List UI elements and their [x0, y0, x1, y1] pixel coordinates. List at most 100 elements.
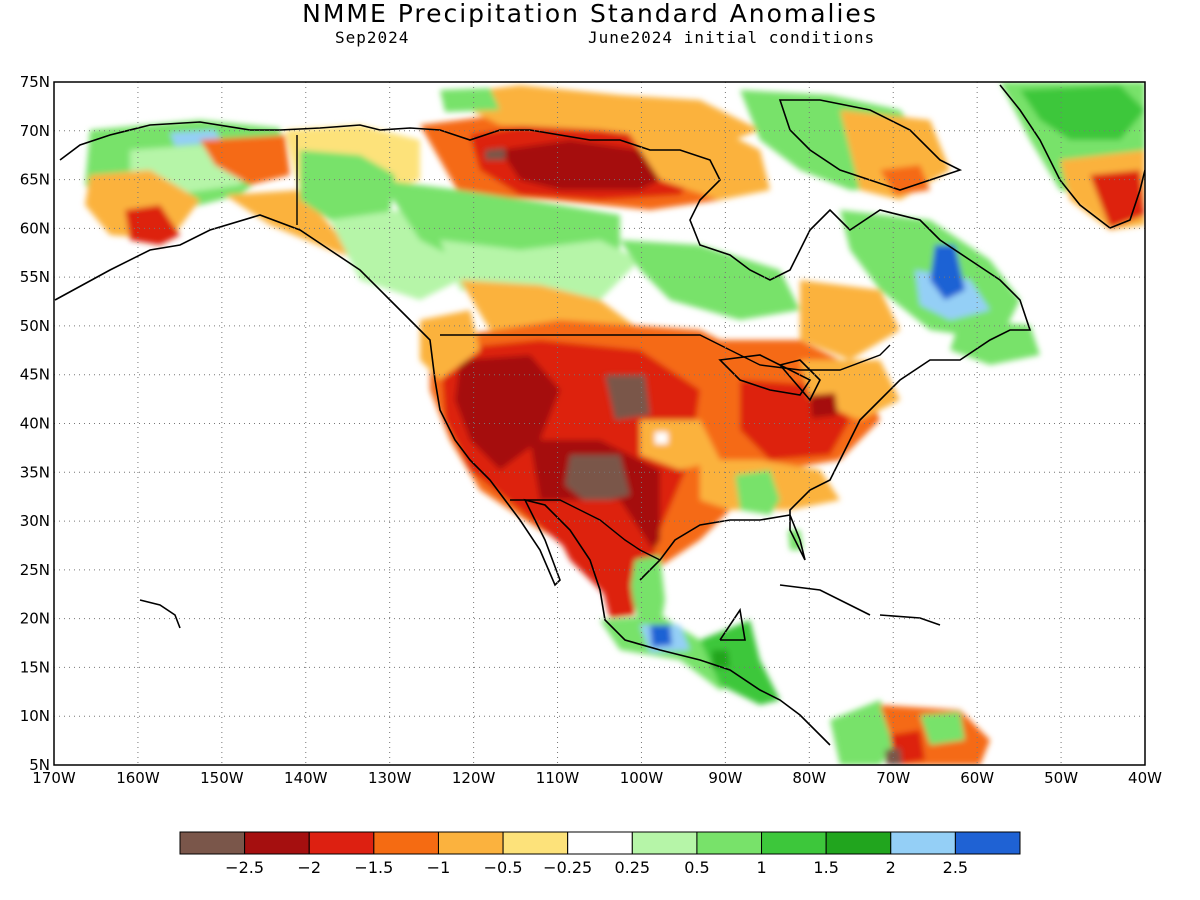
- map-frame: [53, 81, 1146, 766]
- lon-tick-label: 70W: [876, 769, 910, 787]
- map-subtitle-initial-conditions: June2024 initial conditions: [588, 28, 876, 47]
- anomaly-shading: [85, 82, 1145, 765]
- colorbar-tick-label: −0.25: [543, 858, 592, 877]
- lat-tick-label: 45N: [20, 366, 50, 384]
- colorbar-swatch: [502, 831, 569, 855]
- mexico-west-coast-dry-zone: [600, 580, 635, 618]
- alaska-panhandle-dry-zone: [225, 190, 360, 260]
- map-title: NMME Precipitation Standard Anomalies: [302, 0, 878, 28]
- hispaniola-coastline: [879, 614, 941, 626]
- lon-tick-label: 110W: [536, 769, 580, 787]
- lat-tick-label: 50N: [20, 317, 50, 335]
- southeast-wet-zone: [735, 470, 780, 515]
- lat-tick-label: 25N: [20, 561, 50, 579]
- kivalliq-dry-zone: [620, 120, 770, 200]
- lon-tick-label: 140W: [284, 769, 328, 787]
- great-lakes-outline: [718, 354, 821, 402]
- colorbar-tick-label: 0.5: [684, 858, 709, 877]
- colorbar-swatch: [890, 831, 956, 855]
- us-border: [440, 334, 891, 371]
- lat-tick-label: 40N: [20, 415, 50, 433]
- colorbar-swatch: [631, 831, 698, 855]
- colorbar-tick-label: −2: [297, 858, 321, 877]
- wyoming-brown-spot: [605, 375, 650, 420]
- greenland-red-zone: [1090, 170, 1145, 228]
- lat-tick-label: 75N: [20, 73, 50, 91]
- colorbar-tick-label: −1.5: [354, 858, 393, 877]
- lon-tick-label: 170W: [32, 769, 76, 787]
- colorbar-swatch: [696, 831, 763, 855]
- lat-tick-label: 30N: [20, 512, 50, 530]
- guyana-green-zone: [920, 712, 965, 745]
- map-subtitle-month: Sep2024: [335, 28, 410, 47]
- lon-tick-label: 60W: [960, 769, 994, 787]
- labrador-darkblue-zone: [930, 245, 965, 300]
- colorbar-swatch: [567, 831, 633, 855]
- longitude-labels: 170W 160W 150W 140W 130W 120W 110W 100W 90W 80W 70…: [32, 769, 1162, 787]
- colorbar-tick-label: 2: [886, 858, 896, 877]
- colorbar-swatch: [761, 831, 827, 855]
- colorbar-tick-label: −0.5: [484, 858, 523, 877]
- lat-tick-label: 10N: [20, 707, 50, 725]
- lon-tick-label: 150W: [200, 769, 244, 787]
- gridlines: [54, 82, 1145, 765]
- alaska-southwest-red-zone: [125, 205, 180, 245]
- central-america-green-zone: [700, 620, 780, 705]
- colorbar-swatch: [179, 831, 246, 855]
- alaska-east-orange-zone: [200, 135, 290, 185]
- mexico-south-wet-zone: [600, 615, 750, 690]
- michigan-red-spot: [758, 388, 772, 405]
- colorbar-swatch: [825, 831, 892, 855]
- lon-tick-label: 90W: [708, 769, 742, 787]
- arctic-islands-wet-zone: [440, 88, 500, 112]
- colorbar-swatch: [308, 831, 375, 855]
- lat-tick-label: 55N: [20, 268, 50, 286]
- lat-tick-label: 70N: [20, 122, 50, 140]
- lon-tick-label: 120W: [452, 769, 496, 787]
- cuba-coastline: [779, 584, 871, 616]
- greenland-darkgreen-zone: [1020, 85, 1145, 140]
- greenland-coastline: [999, 84, 1145, 229]
- coastlines: [54, 84, 1145, 746]
- colorbar-tick-label: 1: [756, 858, 766, 877]
- lat-tick-label: 65N: [20, 171, 50, 189]
- lat-tick-label: 35N: [20, 463, 50, 481]
- colombia-wet-zone: [830, 700, 900, 765]
- oaxaca-darkblue-spot: [650, 625, 672, 647]
- manitoba-green-zone: [620, 240, 800, 320]
- prairies-dry-zone: [460, 280, 640, 335]
- latitude-labels: 75N 70N 65N 60N 55N 50N 45N 40N 35N 30N 25N 20N 15N 1…: [20, 73, 50, 774]
- lat-tick-label: 60N: [20, 219, 50, 237]
- colorbar: −2.5 −2 −1.5 −1 −0.5 −0.25 0.25 0.5 1 1.5 2 2.5: [179, 831, 1021, 877]
- north-america-coastline: [54, 121, 1032, 746]
- lat-tick-label: 15N: [20, 658, 50, 676]
- colorbar-swatch: [954, 831, 1021, 855]
- colorbar-swatch: [373, 831, 439, 855]
- pacific-nw-light-dry-zone: [420, 310, 480, 380]
- yukon-wet-zone: [300, 150, 395, 220]
- maritimes-green-zone: [950, 320, 1040, 365]
- quebec-dry-zone: [800, 280, 900, 360]
- kansas-white-spot: [655, 432, 668, 444]
- lon-tick-label: 130W: [368, 769, 412, 787]
- venezuela-brown-spot: [885, 748, 902, 765]
- nunavut-darkred-zone: [500, 140, 680, 190]
- lon-tick-label: 40W: [1128, 769, 1162, 787]
- lon-tick-label: 80W: [792, 769, 826, 787]
- colorbar-swatch: [437, 831, 504, 855]
- lon-tick-label: 50W: [1044, 769, 1078, 787]
- lon-tick-label: 100W: [620, 769, 664, 787]
- four-corners-brown-spot: [565, 455, 630, 505]
- colorbar-swatch: [244, 831, 310, 855]
- colorbar-tick-label: 0.25: [614, 858, 650, 877]
- pennsylvania-darkred-spot: [810, 393, 838, 418]
- colorbar-tick-label: 2.5: [943, 858, 968, 877]
- hawaii-coastline: [139, 599, 181, 629]
- central-america-darkgreen-spot: [712, 650, 730, 668]
- lon-tick-label: 160W: [116, 769, 160, 787]
- lat-tick-label: 20N: [20, 610, 50, 628]
- colorbar-tick-label: −1: [427, 858, 451, 877]
- colorbar-tick-label: −2.5: [225, 858, 264, 877]
- mexico-gulf-wet-zone: [630, 555, 665, 630]
